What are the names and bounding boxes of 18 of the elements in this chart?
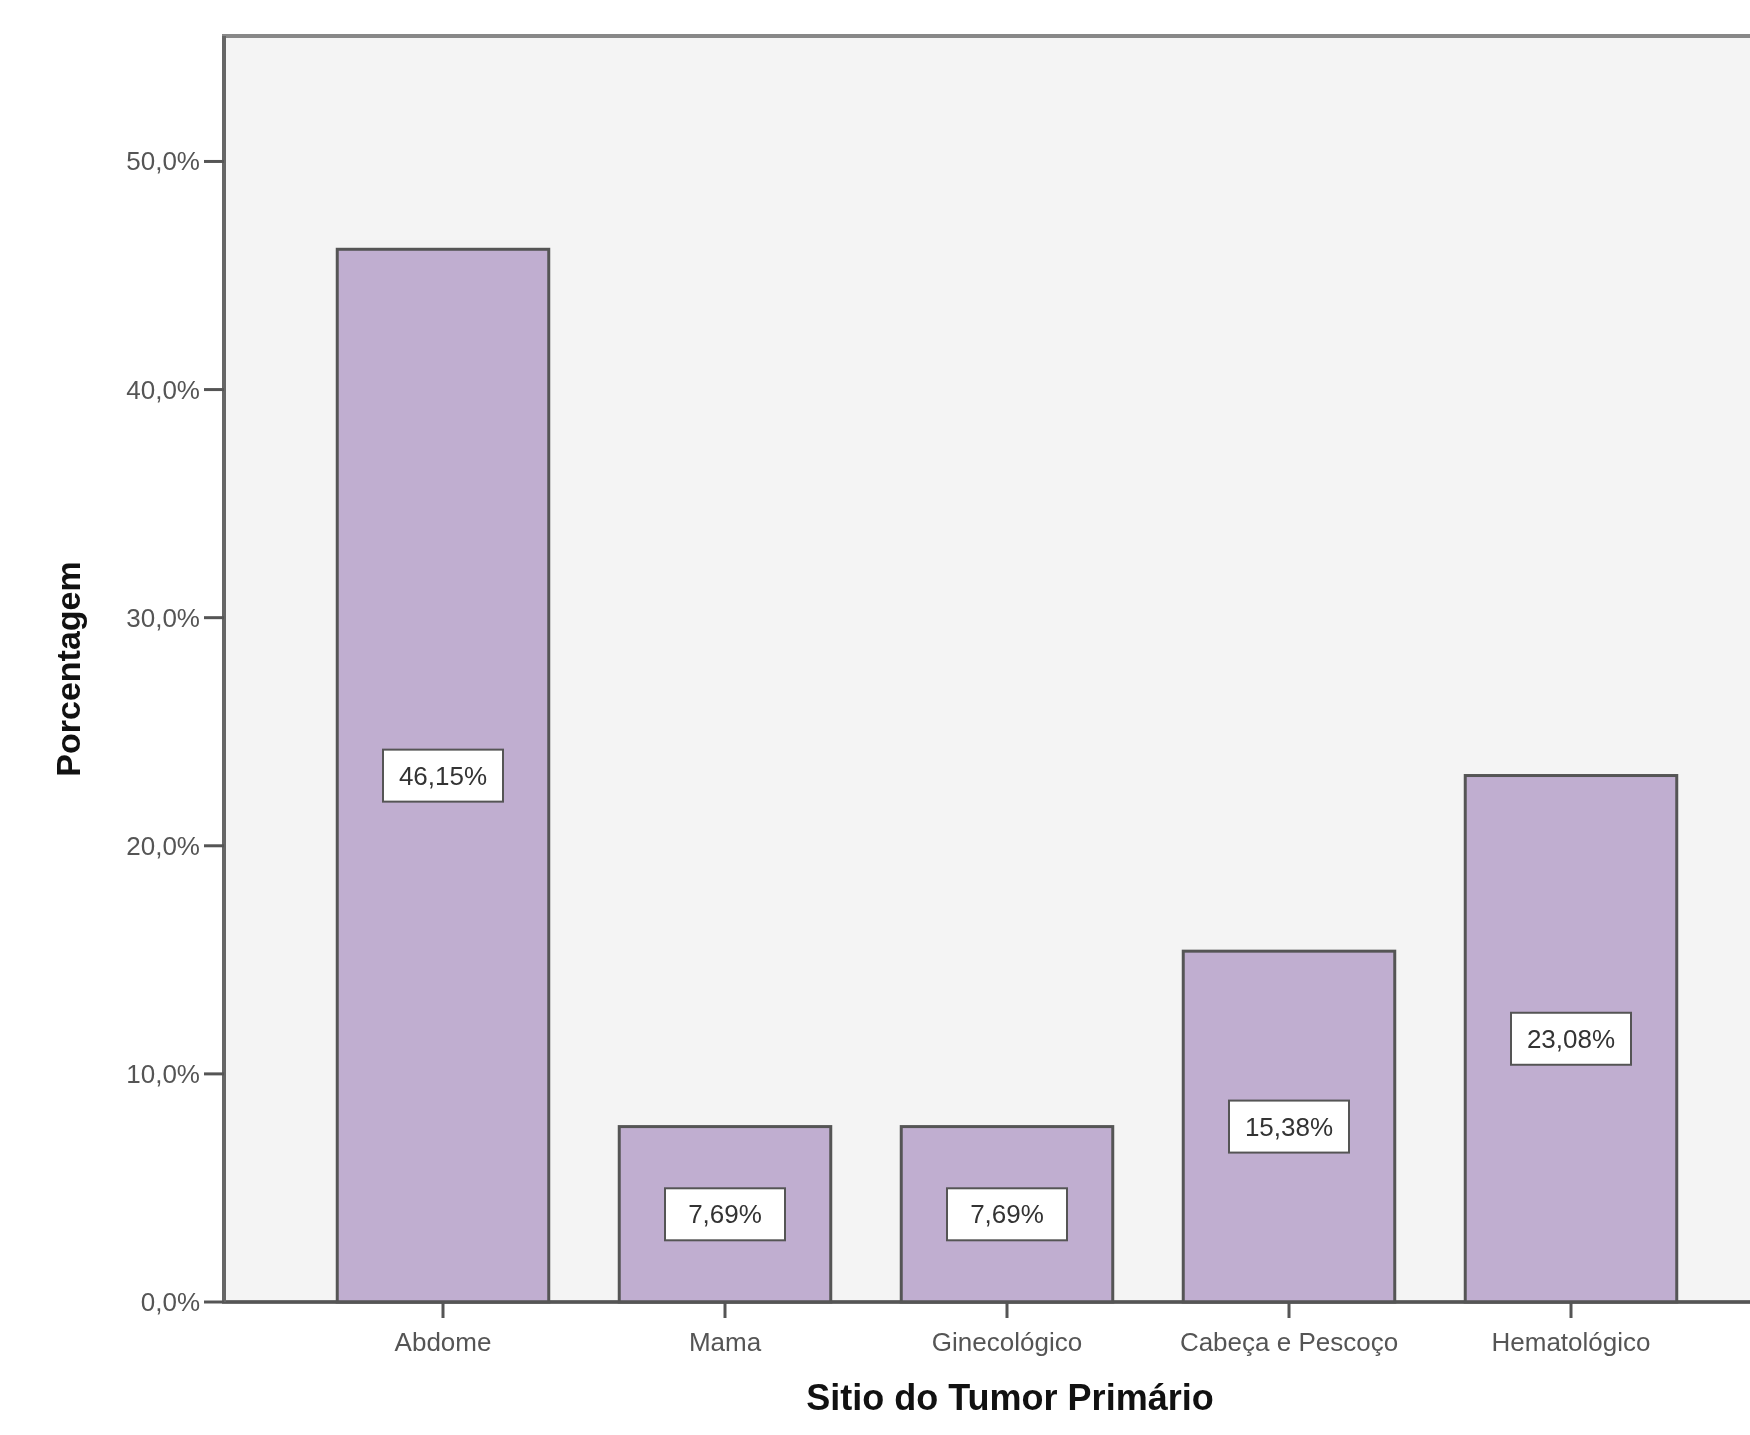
y-tick-label: 50,0% — [126, 146, 200, 177]
x-tick-label: Mama — [688, 1327, 762, 1357]
x-tick-label: Hematológico — [1491, 1327, 1651, 1357]
y-tick-label: 30,0% — [126, 602, 200, 633]
y-tick-label: 40,0% — [126, 374, 200, 405]
x-tick-label: Cabeça e Pescoço — [1179, 1327, 1399, 1357]
y-tick-label: 10,0% — [126, 1058, 200, 1089]
data-label: 15,38% — [1244, 1111, 1334, 1142]
y-tick-label: 20,0% — [126, 830, 200, 861]
y-axis-title: Porcentagem — [49, 561, 87, 777]
y-tick-label: 0,0% — [140, 1287, 200, 1317]
x-tick-label: Ginecológico — [931, 1327, 1083, 1357]
x-axis-title: Sitio do Tumor Primário — [806, 1377, 1214, 1418]
data-label: 46,15% — [398, 760, 488, 791]
data-label: 7,69% — [970, 1199, 1044, 1230]
data-label: 23,08% — [1526, 1023, 1616, 1054]
x-tick-label: Abdome — [394, 1327, 492, 1357]
data-label: 7,69% — [688, 1199, 762, 1230]
